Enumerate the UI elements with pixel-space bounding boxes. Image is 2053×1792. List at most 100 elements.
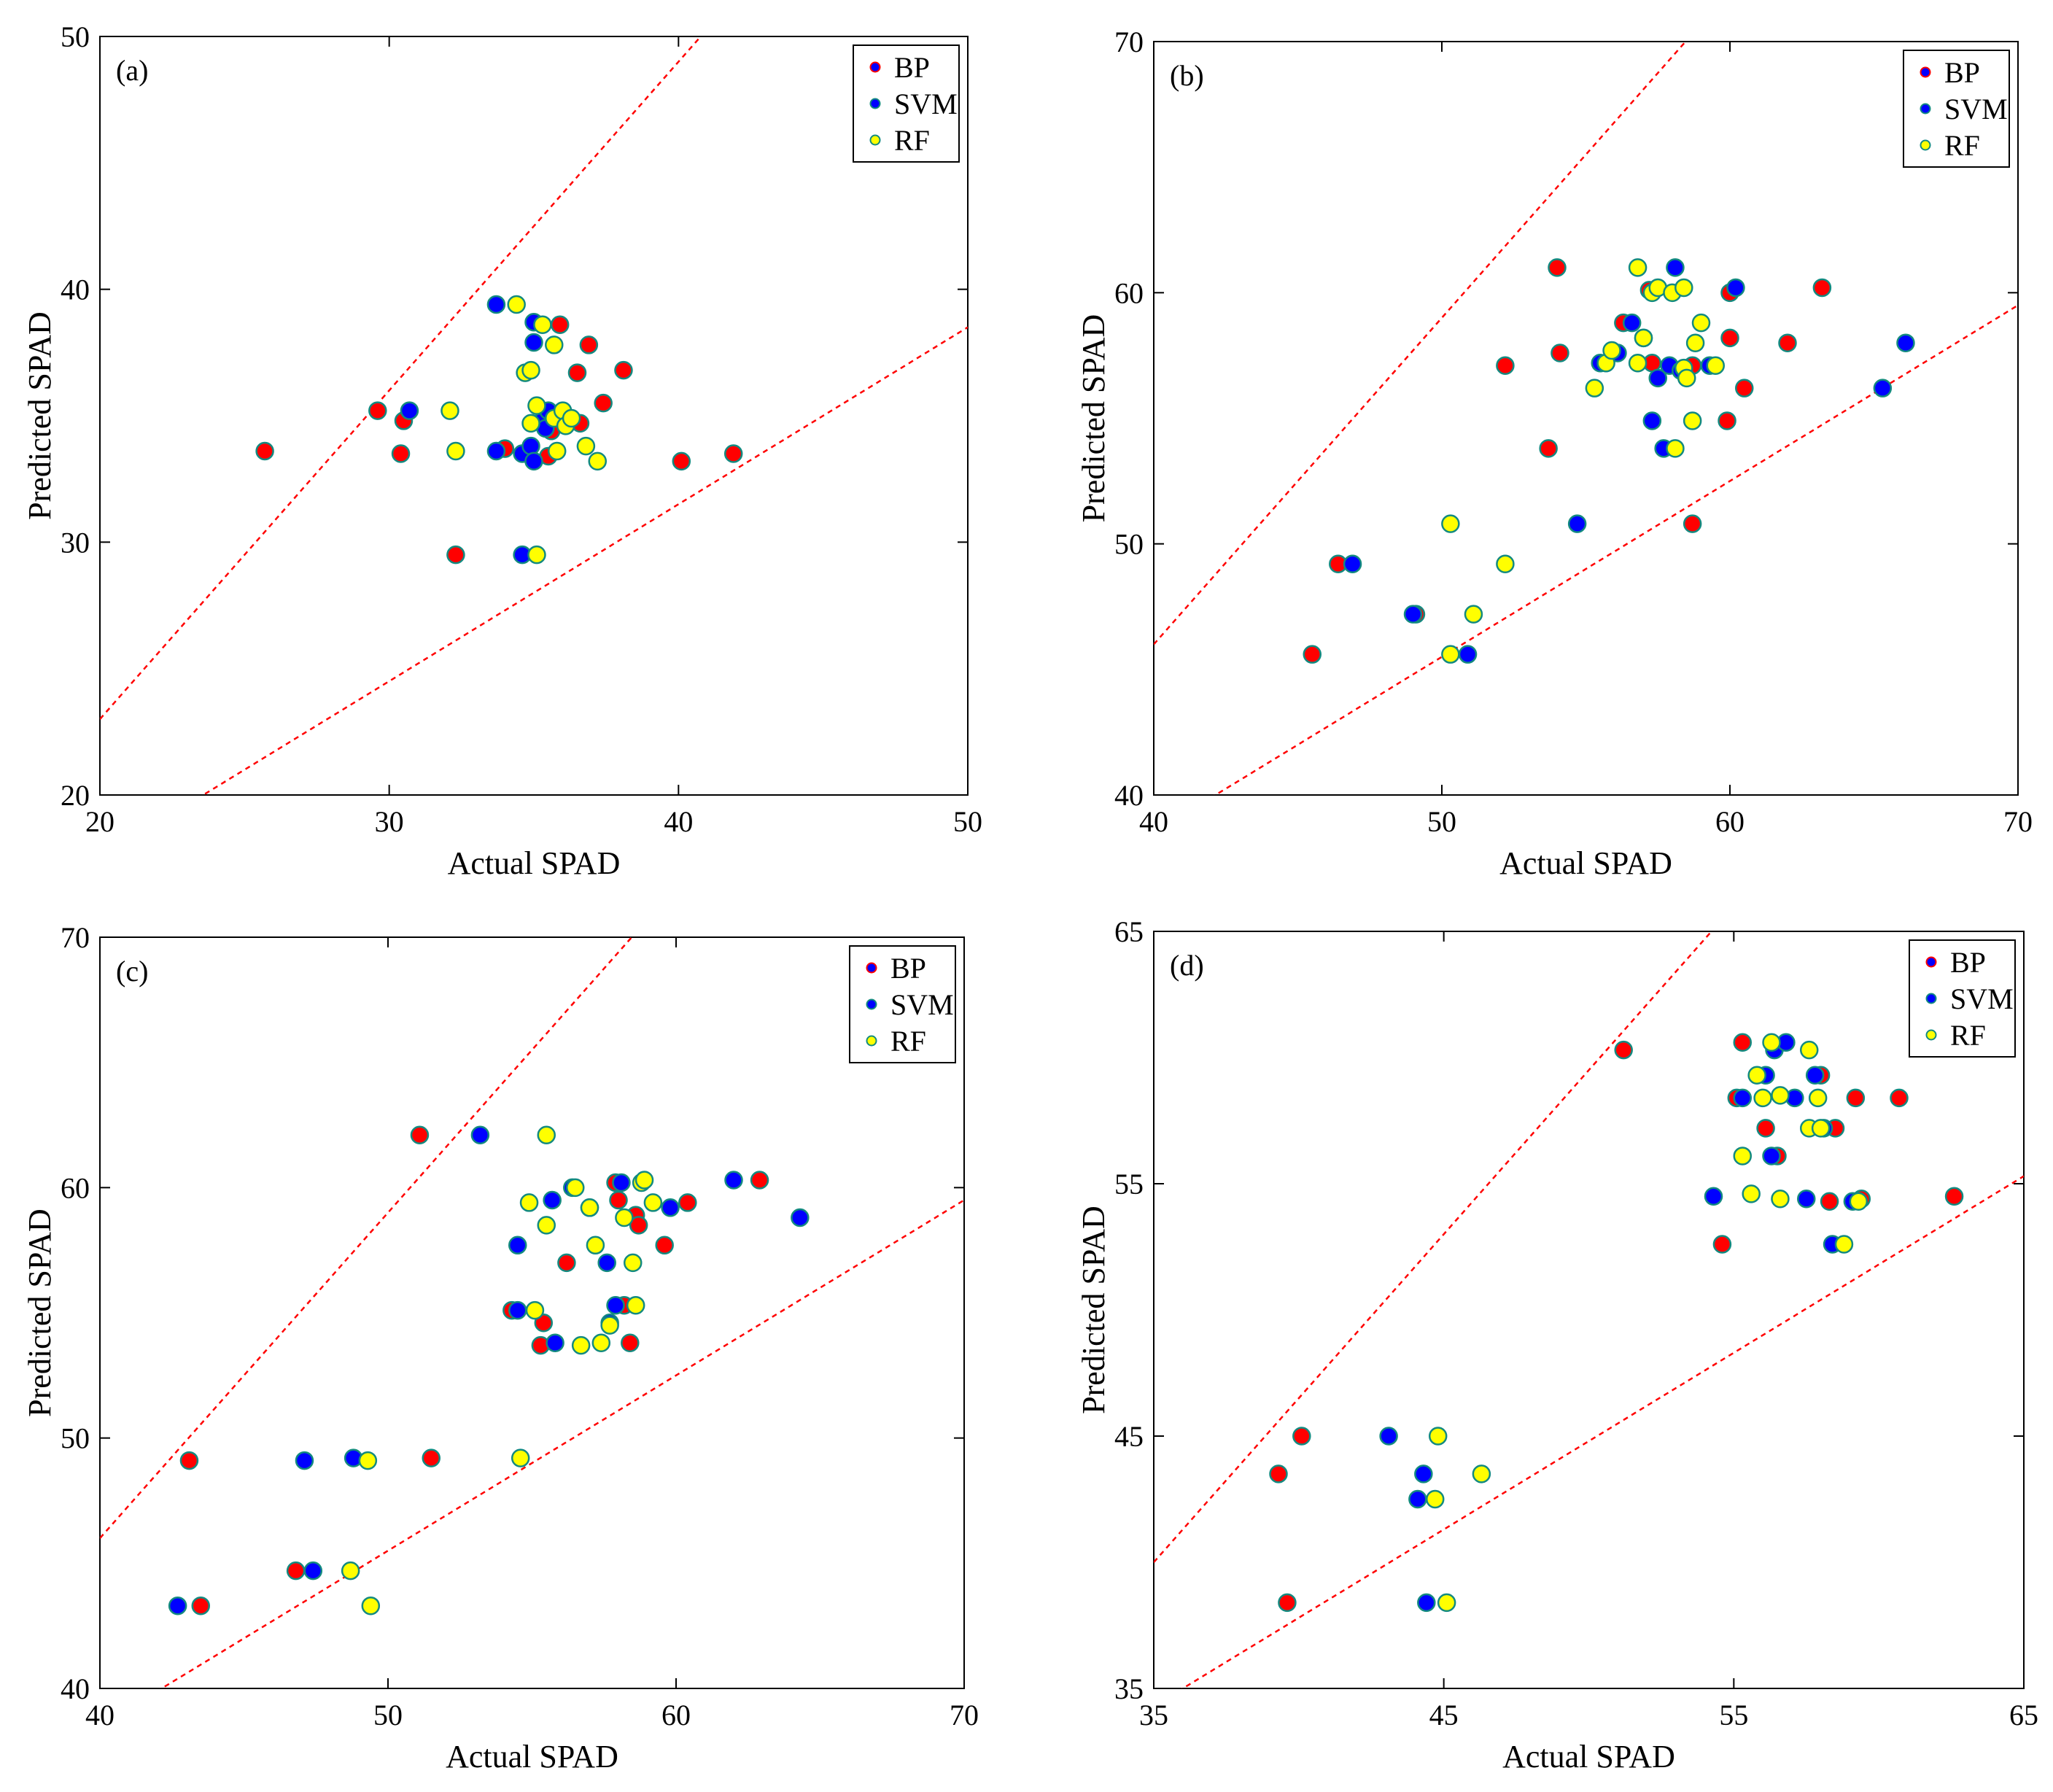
point-svm xyxy=(1896,333,1915,352)
point-bp xyxy=(1712,1235,1732,1254)
bound-line-lower xyxy=(160,1199,964,1688)
point-rf xyxy=(1753,1088,1772,1108)
legend-marker-svm xyxy=(1925,993,1937,1004)
x-tick-label: 50 xyxy=(373,1699,403,1731)
plot-frame xyxy=(1153,931,2025,1689)
point-rf xyxy=(537,1125,556,1144)
point-rf xyxy=(624,1253,643,1273)
x-tick-label: 50 xyxy=(1427,805,1456,838)
x-axis-label: Actual SPAD xyxy=(1502,1739,1675,1774)
scatter-panel-b: 40 50 60 70 40 50 60 70 Actual SPAD Predicted SPA… xyxy=(1076,26,2033,881)
point-rf xyxy=(545,335,564,354)
point-svm xyxy=(1873,379,1893,397)
x-tick-label: 65 xyxy=(2009,1699,2038,1731)
y-tick-label: 20 xyxy=(61,779,90,812)
point-rf xyxy=(341,1561,360,1580)
point-svm xyxy=(1648,368,1667,388)
x-tick-label: 60 xyxy=(1715,805,1745,838)
point-rf xyxy=(507,295,526,314)
y-axis-label: Predicted SPAD xyxy=(1076,314,1111,523)
legend-label-bp: BP xyxy=(894,51,930,84)
point-svm xyxy=(1733,1088,1753,1108)
point-rf xyxy=(527,396,546,415)
point-rf xyxy=(1585,379,1604,397)
legend-marker-svm xyxy=(866,998,877,1010)
legend-marker-rf xyxy=(866,1035,877,1047)
point-bp xyxy=(655,1236,674,1255)
point-svm xyxy=(1622,313,1642,333)
legend-marker-bp xyxy=(869,61,881,73)
point-rf xyxy=(1441,514,1460,533)
point-bp xyxy=(579,335,599,354)
legend-marker-svm xyxy=(869,98,881,109)
x-tick-label: 35 xyxy=(1139,1699,1168,1731)
legend-marker-svm xyxy=(1920,103,1931,115)
legend-label-bp: BP xyxy=(1950,946,1986,979)
y-tick-label: 70 xyxy=(1114,26,1144,58)
point-svm xyxy=(606,1295,625,1315)
point-rf xyxy=(521,360,540,380)
point-rf xyxy=(525,1300,545,1320)
scatter-panel-d: 35 45 55 65 35 45 55 65 Actual SPAD Predicted SPA… xyxy=(1076,915,2038,1774)
point-bp xyxy=(410,1125,430,1144)
y-tick-label: 65 xyxy=(1114,915,1144,948)
point-svm xyxy=(1726,278,1745,298)
x-axis-label: Actual SPAD xyxy=(446,1739,618,1774)
point-svm xyxy=(661,1198,680,1217)
point-rf xyxy=(1425,1489,1445,1509)
point-bp xyxy=(614,360,633,380)
point-svm xyxy=(1403,605,1423,624)
point-svm xyxy=(791,1208,810,1227)
legend-label-bp: BP xyxy=(890,952,926,985)
point-bp xyxy=(1846,1088,1866,1108)
point-svm xyxy=(1458,645,1478,664)
point-rf xyxy=(358,1451,378,1470)
y-tick-label: 40 xyxy=(61,1672,90,1705)
point-bp xyxy=(391,444,411,463)
point-rf xyxy=(1428,1427,1448,1446)
x-tick-label: 70 xyxy=(950,1699,979,1731)
point-svm xyxy=(1805,1066,1825,1085)
point-bp xyxy=(1944,1187,1964,1206)
point-bp xyxy=(550,315,570,334)
point-rf xyxy=(537,1216,556,1235)
y-axis-label: Predicted SPAD xyxy=(1076,1206,1111,1414)
point-svm xyxy=(486,295,506,314)
point-rf xyxy=(588,451,608,471)
bound-line-lower xyxy=(1214,304,2018,795)
point-bp xyxy=(1778,333,1797,352)
point-bp xyxy=(629,1216,648,1235)
y-tick-label: 30 xyxy=(61,526,90,559)
point-rf xyxy=(1742,1184,1761,1203)
panel-label: (b) xyxy=(1170,59,1204,92)
point-rf xyxy=(1849,1192,1868,1211)
point-rf xyxy=(1706,356,1725,375)
point-rf xyxy=(600,1316,619,1335)
x-tick-label: 20 xyxy=(85,805,115,838)
point-rf xyxy=(1628,258,1648,277)
point-rf xyxy=(626,1295,645,1315)
point-svm xyxy=(1408,1489,1427,1509)
point-bp xyxy=(422,1448,441,1467)
y-axis-label: Predicted SPAD xyxy=(22,1209,58,1417)
x-tick-label: 40 xyxy=(1139,805,1168,838)
point-svm xyxy=(524,451,543,471)
point-rf xyxy=(1677,368,1696,388)
point-svm xyxy=(400,401,419,420)
point-rf xyxy=(1762,1033,1781,1052)
point-rf xyxy=(533,315,552,334)
point-rf xyxy=(615,1208,634,1227)
point-svm xyxy=(508,1300,527,1320)
point-bp xyxy=(557,1253,576,1273)
legend-label-svm: SVM xyxy=(1950,982,2014,1015)
point-rf xyxy=(1691,313,1711,333)
bound-line-upper xyxy=(1154,931,1713,1563)
y-tick-label: 50 xyxy=(61,20,90,53)
point-bp xyxy=(1733,1033,1753,1052)
legend-marker-rf xyxy=(1925,1029,1937,1041)
point-bp xyxy=(567,363,587,382)
point-rf xyxy=(361,1596,381,1615)
